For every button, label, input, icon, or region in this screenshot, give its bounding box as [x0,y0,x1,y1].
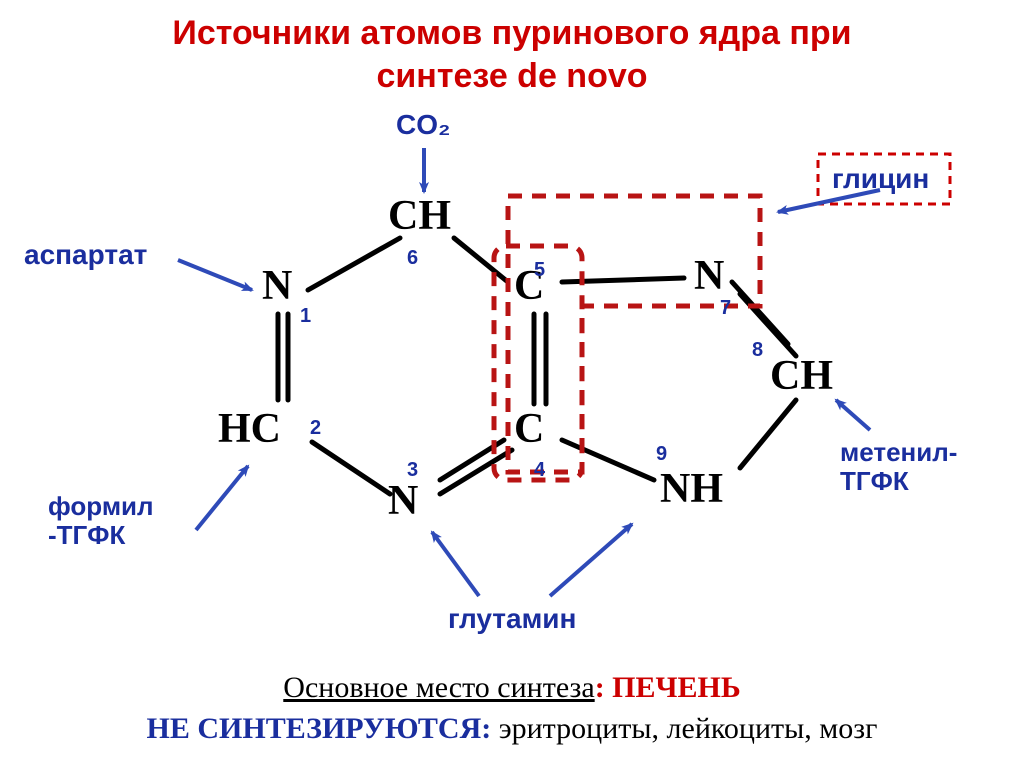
num-1: 1 [300,306,311,326]
structure-svg [0,0,1024,767]
footer-l1b: : ПЕЧЕНЬ [595,671,741,704]
label-methenylTHF-l2: ТГФК [840,466,909,496]
label-formylTHF-l1: формил [48,491,154,521]
label-glycine: глицин [832,164,929,195]
footer: Основное место синтеза: ПЕЧЕНЬ НЕ СИНТЕЗ… [0,668,1024,749]
num-2: 2 [310,418,321,438]
atom-CH6: CH [388,195,451,237]
num-7: 7 [720,298,731,318]
atom-CH8: CH [770,355,833,397]
num-3: 3 [407,460,418,480]
footer-l2a: НЕ СИНТЕЗИРУЮТСЯ: [147,712,492,745]
atom-N1: N [262,265,292,307]
label-co2: CO₂ [396,110,450,141]
label-methenylTHF-l1: метенил- [840,437,957,467]
atom-HC2: HC [218,408,281,450]
atom-C4: C [514,408,544,450]
num-4: 4 [534,460,545,480]
label-aspartate: аспартат [24,240,147,271]
atom-N7: N [694,255,724,297]
atom-N3: N [388,480,418,522]
num-5: 5 [534,260,545,280]
label-glutamine: глутамин [448,604,576,635]
footer-l2b: эритроциты, лейкоциты, мозг [491,712,877,745]
num-8: 8 [752,340,763,360]
footer-l1a: Основное место синтеза [283,671,594,704]
label-formylTHF: формил -ТГФК [48,492,154,549]
num-6: 6 [407,248,418,268]
label-methenylTHF: метенил- ТГФК [840,438,957,495]
atom-NH9: NH [660,468,723,510]
num-9: 9 [656,444,667,464]
label-formylTHF-l2: -ТГФК [48,520,125,550]
